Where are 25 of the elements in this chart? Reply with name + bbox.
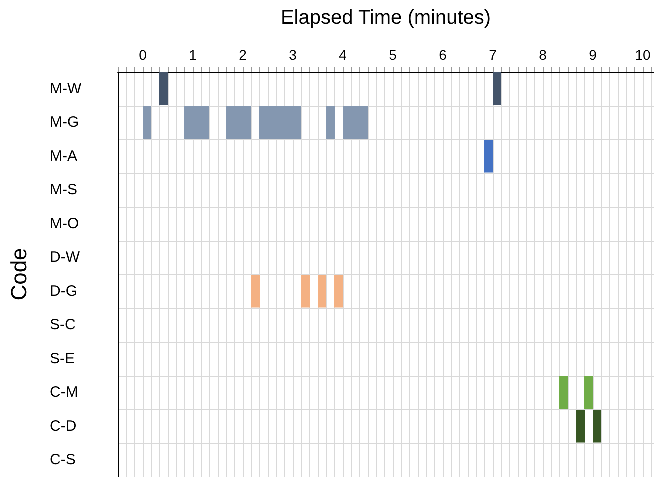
y-axis-title: Code bbox=[6, 248, 32, 301]
x-tick-label: 4 bbox=[339, 47, 348, 63]
y-tick-label: S-E bbox=[50, 350, 76, 368]
x-tick-label: 3 bbox=[289, 47, 298, 63]
x-tick-label: 7 bbox=[489, 47, 498, 63]
y-tick-label: C-D bbox=[50, 418, 77, 435]
x-tick-label: 6 bbox=[439, 47, 448, 63]
x-tick-label: 8 bbox=[539, 47, 548, 63]
x-tick-label: 2 bbox=[239, 47, 248, 63]
y-tick-label: D-W bbox=[50, 249, 81, 266]
y-tick-label: D-G bbox=[50, 282, 78, 300]
x-tick-label: 9 bbox=[589, 47, 598, 63]
x-tick-label: 0 bbox=[139, 47, 148, 63]
y-tick-label: M-W bbox=[50, 80, 82, 98]
x-tick-label: 5 bbox=[389, 47, 398, 63]
x-tick-label: 1 bbox=[189, 47, 198, 63]
y-tick-label: M-O bbox=[50, 215, 80, 232]
y-tick-label: S-C bbox=[50, 316, 76, 334]
y-tick-label: M-A bbox=[50, 148, 78, 165]
y-tick-label: M-S bbox=[50, 182, 78, 199]
y-tick-label: C-S bbox=[50, 452, 76, 469]
x-tick-label: 10 bbox=[635, 47, 651, 63]
y-tick-label: C-M bbox=[50, 384, 78, 402]
x-axis-title: Elapsed Time (minutes) bbox=[280, 7, 492, 29]
y-tick-label: M-G bbox=[50, 114, 80, 132]
